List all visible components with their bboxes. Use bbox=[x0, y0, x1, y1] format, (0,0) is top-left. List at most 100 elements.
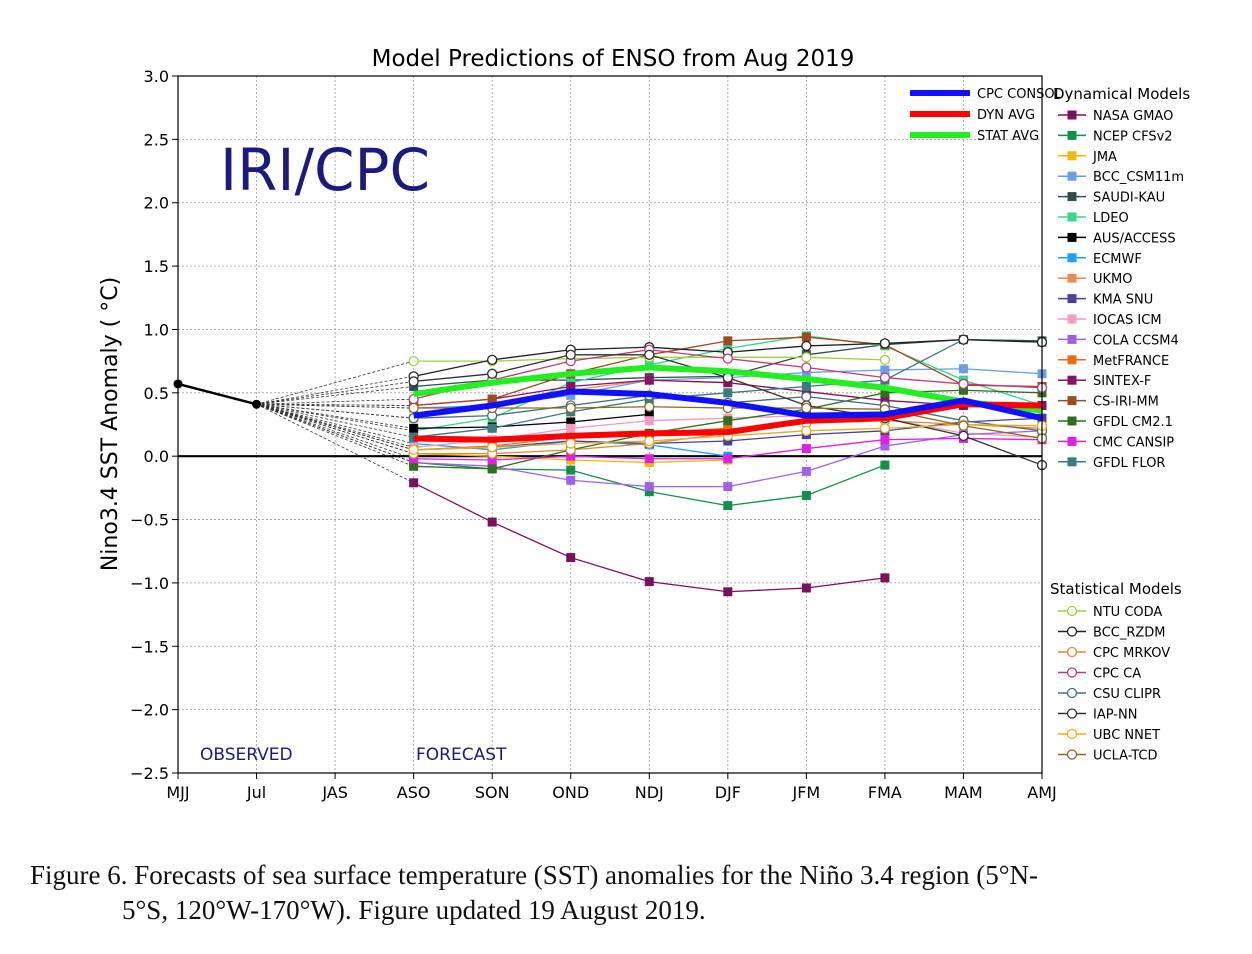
marker-nasa-gmao bbox=[644, 577, 654, 587]
legend-label: UBC NNET bbox=[1093, 728, 1160, 743]
legend-label: GFDL CM2.1 bbox=[1093, 415, 1173, 430]
fan-line bbox=[256, 381, 414, 405]
marker-cola-ccsm4 bbox=[644, 482, 654, 492]
x-tick-label: JFM bbox=[791, 783, 820, 802]
fan-line bbox=[256, 403, 414, 455]
marker-cs-iri-mm bbox=[487, 394, 497, 404]
marker-cpc-ca bbox=[958, 378, 969, 390]
marker-csu-clipr bbox=[801, 391, 812, 402]
marker-bcc-rzdm bbox=[958, 334, 969, 345]
marker-ubc-nnet bbox=[487, 442, 498, 453]
legend-marker bbox=[1067, 314, 1077, 324]
legend-marker bbox=[1067, 151, 1077, 161]
marker-ucla-tcd bbox=[408, 402, 419, 414]
marker-bcc-rzdm bbox=[487, 354, 498, 366]
legend-label: NTU CODA bbox=[1093, 605, 1162, 620]
marker-nasa-gmao bbox=[880, 573, 890, 583]
fan-line bbox=[256, 386, 414, 405]
x-tick-label: DJF bbox=[715, 783, 741, 802]
marker-ncep-cfsv2 bbox=[644, 487, 654, 497]
marker-cs-iri-mm bbox=[801, 332, 811, 342]
marker-cola-ccsm4 bbox=[880, 441, 890, 451]
y-tick-label: −2.0 bbox=[130, 701, 169, 720]
avg-stat-avg bbox=[413, 364, 1043, 414]
fan-line bbox=[256, 403, 414, 463]
marker-bcc-csm11m bbox=[566, 390, 576, 400]
marker-gfdl-flor bbox=[723, 388, 733, 398]
avg-dyn-avg bbox=[413, 401, 1043, 443]
legend-label: IOCAS ICM bbox=[1093, 313, 1162, 328]
legend-label: AUS/ACCESS bbox=[1093, 231, 1176, 246]
fan-line bbox=[256, 360, 414, 405]
marker-iap-nn bbox=[644, 349, 655, 360]
legend-label: UCLA-TCD bbox=[1093, 749, 1158, 764]
marker-cpc-ca bbox=[722, 353, 733, 364]
marker-aus-access bbox=[409, 423, 419, 433]
marker-bcc-csm11m bbox=[958, 364, 968, 374]
fan-line bbox=[256, 403, 414, 444]
marker-iap-nn bbox=[958, 430, 969, 442]
legend-label: SAUDI-KAU bbox=[1093, 191, 1165, 206]
legend-label: STAT AVG bbox=[977, 129, 1039, 144]
marker-aus-access bbox=[566, 417, 576, 427]
legend-marker bbox=[1067, 273, 1077, 283]
legend-marker bbox=[1066, 728, 1078, 740]
legend-marker bbox=[1067, 416, 1077, 426]
y-tick-label: −1.0 bbox=[130, 574, 169, 593]
statistical-legend-title: Statistical Models bbox=[1050, 580, 1182, 598]
legend-marker bbox=[1067, 375, 1077, 385]
marker-ubc-nnet bbox=[801, 425, 812, 436]
x-tick-label: OND bbox=[552, 783, 589, 802]
fan-line bbox=[256, 403, 414, 451]
legend-marker bbox=[1066, 708, 1078, 719]
marker-nasa-gmao bbox=[801, 583, 811, 593]
marker-gfdl-flor bbox=[409, 432, 419, 442]
legend-marker bbox=[1067, 294, 1077, 304]
fan-line bbox=[256, 398, 414, 405]
marker-ucla-tcd bbox=[644, 401, 655, 412]
x-tick-label: MAM bbox=[944, 783, 983, 802]
legend-label: BCC_CSM11m bbox=[1093, 170, 1184, 185]
marker-iap-nn bbox=[565, 349, 576, 360]
marker-sintex-f bbox=[566, 381, 576, 391]
legend-marker bbox=[1066, 749, 1078, 760]
y-tick-label: −1.5 bbox=[130, 637, 169, 656]
legend-marker bbox=[1067, 192, 1077, 202]
marker-cmc-cansip bbox=[880, 435, 890, 445]
marker-ubc-nnet bbox=[644, 435, 655, 447]
marker-gfdl-cm2-1 bbox=[487, 464, 497, 474]
x-tick-label: SON bbox=[475, 783, 510, 802]
x-tick-label: JAS bbox=[321, 783, 348, 802]
caption-line-1: Figure 6. Forecasts of sea surface tempe… bbox=[30, 860, 1038, 890]
y-tick-label: 3.0 bbox=[144, 67, 169, 86]
x-axis-ticks: MJJ Jul JAS ASO SON OND NDJ DJF JFM FMA MAM AMJ bbox=[166, 773, 1057, 802]
legend-label: LDEO bbox=[1093, 211, 1129, 226]
x-tick-label: FMA bbox=[868, 783, 902, 802]
marker-gfdl-cm2-1 bbox=[723, 416, 733, 426]
marker-cmc-cansip bbox=[723, 454, 733, 464]
marker-ntu-coda bbox=[801, 352, 812, 363]
figure-caption: Figure 6. Forecasts of sea surface tempe… bbox=[30, 858, 1230, 928]
legend-marker bbox=[1067, 396, 1077, 406]
averages-legend: CPC CONSOL DYN AVG STAT AVG bbox=[910, 87, 1063, 144]
legend-marker bbox=[1066, 687, 1078, 699]
legend-marker bbox=[1067, 110, 1077, 120]
fan-line bbox=[256, 403, 414, 432]
marker-gfdl-cm2-1 bbox=[880, 388, 890, 398]
chart-title: Model Predictions of ENSO from Aug 2019 bbox=[372, 46, 855, 72]
forecast-fan-lines bbox=[256, 360, 414, 484]
legend-label: GFDL FLOR bbox=[1093, 456, 1165, 471]
legend-label: NASA GMAO bbox=[1093, 109, 1173, 124]
legend-label: NCEP CFSv2 bbox=[1093, 129, 1173, 144]
caption-line-2: 5°S, 120°W-170°W). Figure updated 19 Aug… bbox=[122, 895, 706, 925]
observed-line bbox=[177, 382, 257, 406]
x-tick-label: Jul bbox=[246, 783, 266, 802]
legend-marker bbox=[1066, 605, 1078, 617]
legend-label: CPC MRKOV bbox=[1093, 646, 1170, 661]
legend-label: UKMO bbox=[1093, 272, 1133, 287]
marker-sintex-f bbox=[644, 375, 654, 385]
fan-line bbox=[256, 403, 414, 448]
x-tick-label: MJJ bbox=[166, 783, 189, 802]
fan-line bbox=[256, 403, 414, 419]
y-tick-label: 0.5 bbox=[144, 384, 169, 403]
